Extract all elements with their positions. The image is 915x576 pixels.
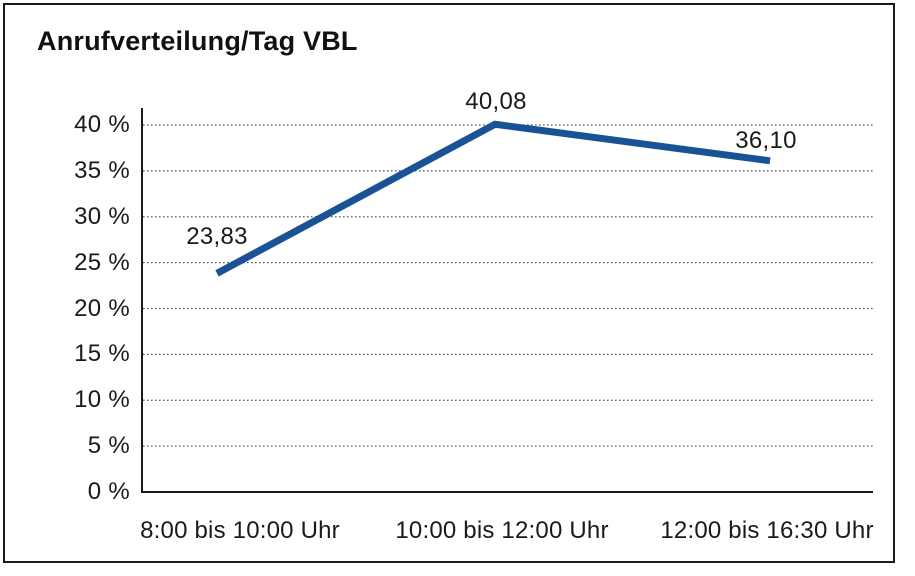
chart-title: Anrufverteilung/Tag VBL [37, 26, 358, 56]
data-line [215, 120, 771, 277]
chart-border-frame [3, 3, 895, 563]
